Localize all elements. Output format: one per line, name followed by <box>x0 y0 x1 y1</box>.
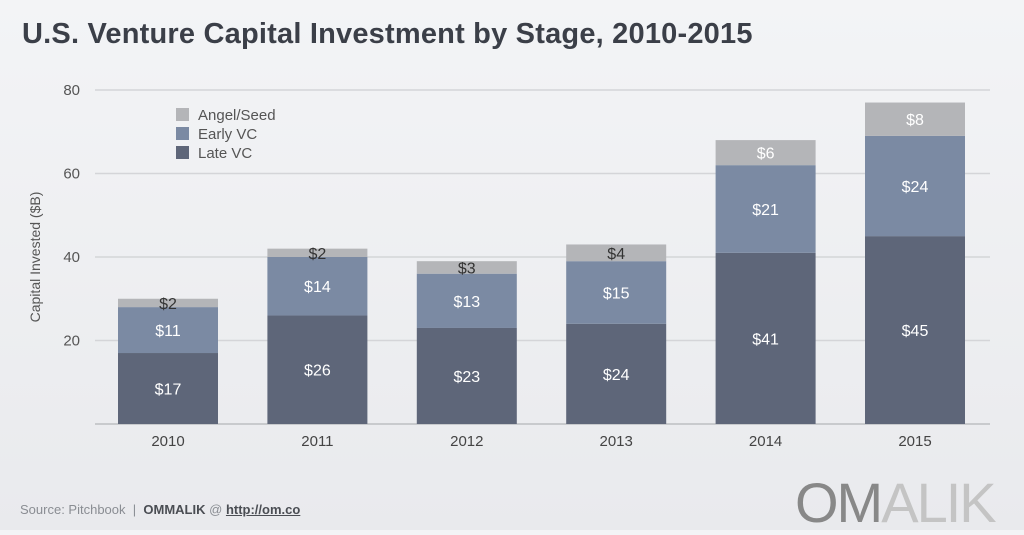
bar-late-vc-2013 <box>566 323 667 424</box>
legend-swatch <box>176 146 189 159</box>
brand-text: OMMALIK <box>143 502 206 517</box>
bar-late-vc-2015 <box>865 236 965 424</box>
legend-label: Early VC <box>198 126 257 143</box>
bar-early-vc-2012 <box>416 273 517 328</box>
y-tick-label: 20 <box>63 333 80 350</box>
at-text: @ <box>209 502 223 517</box>
stacked-bar-chart: 20 40 60 80 Capital Invested ($B) $17 $11 $2 201… <box>27 82 990 450</box>
bar-early-vc-2015 <box>865 135 965 237</box>
logo-light: ALIK <box>881 471 996 534</box>
data-label: $26 <box>304 363 331 380</box>
legend-label: Late VC <box>198 145 252 162</box>
y-tick-label: 80 <box>63 82 80 99</box>
data-label: $45 <box>902 323 929 340</box>
bar-early-vc-2013 <box>566 261 667 324</box>
bar-early-vc-2010 <box>118 307 218 354</box>
y-tick-label: 40 <box>63 249 80 266</box>
bar-late-vc-2012 <box>416 327 517 424</box>
legend-swatch <box>176 108 189 121</box>
bar-angel-seed-2010 <box>118 298 218 308</box>
x-tick-label: 2012 <box>450 433 483 450</box>
data-label: $2 <box>159 296 177 313</box>
website-link[interactable]: http://om.co <box>225 502 301 517</box>
bar-late-vc-2011 <box>267 315 368 424</box>
data-label: $4 <box>607 246 625 263</box>
footer: Source: Pitchbook | OMMALIK @ http://om.… <box>20 502 300 517</box>
x-tick-label: 2015 <box>898 433 931 450</box>
bar-early-vc-2011 <box>267 257 368 316</box>
data-label: $8 <box>906 112 924 129</box>
bar-angel-seed-2014 <box>715 140 816 166</box>
bar-angel-seed-2015 <box>865 102 965 136</box>
data-label: $17 <box>155 382 182 399</box>
logo-dark: OM <box>795 471 883 534</box>
bar-angel-seed-2013 <box>566 244 667 262</box>
y-tick-label: 60 <box>63 166 80 183</box>
data-label: $11 <box>155 323 181 340</box>
data-label: $24 <box>902 179 929 196</box>
x-tick-label: 2014 <box>749 433 782 450</box>
data-label: $24 <box>603 367 630 384</box>
legend-label: Angel/Seed <box>198 107 276 124</box>
x-tick-label: 2011 <box>301 433 333 450</box>
data-label: $14 <box>304 279 331 296</box>
bar-late-vc-2014 <box>715 252 816 424</box>
data-label: $15 <box>603 285 630 302</box>
data-label: $2 <box>309 246 327 263</box>
data-label: $6 <box>757 146 775 163</box>
data-label: $23 <box>453 369 480 386</box>
bar-angel-seed-2011 <box>267 248 368 257</box>
y-axis-label: Capital Invested ($B) <box>27 192 43 323</box>
data-label: $41 <box>752 331 779 348</box>
chart-title: U.S. Venture Capital Investment by Stage… <box>22 18 753 50</box>
bar-early-vc-2014 <box>715 165 816 253</box>
ommalik-logo: OMALIK <box>795 470 997 535</box>
separator: | <box>132 502 137 517</box>
x-tick-label: 2013 <box>600 433 633 450</box>
source-text: Source: Pitchbook <box>20 502 126 517</box>
data-label: $3 <box>458 260 476 277</box>
bar-angel-seed-2012 <box>416 261 517 274</box>
data-label: $13 <box>453 294 480 311</box>
legend-swatch <box>176 127 189 140</box>
x-tick-label: 2010 <box>151 433 184 450</box>
data-label: $21 <box>752 202 779 219</box>
bar-late-vc-2010 <box>118 353 218 424</box>
